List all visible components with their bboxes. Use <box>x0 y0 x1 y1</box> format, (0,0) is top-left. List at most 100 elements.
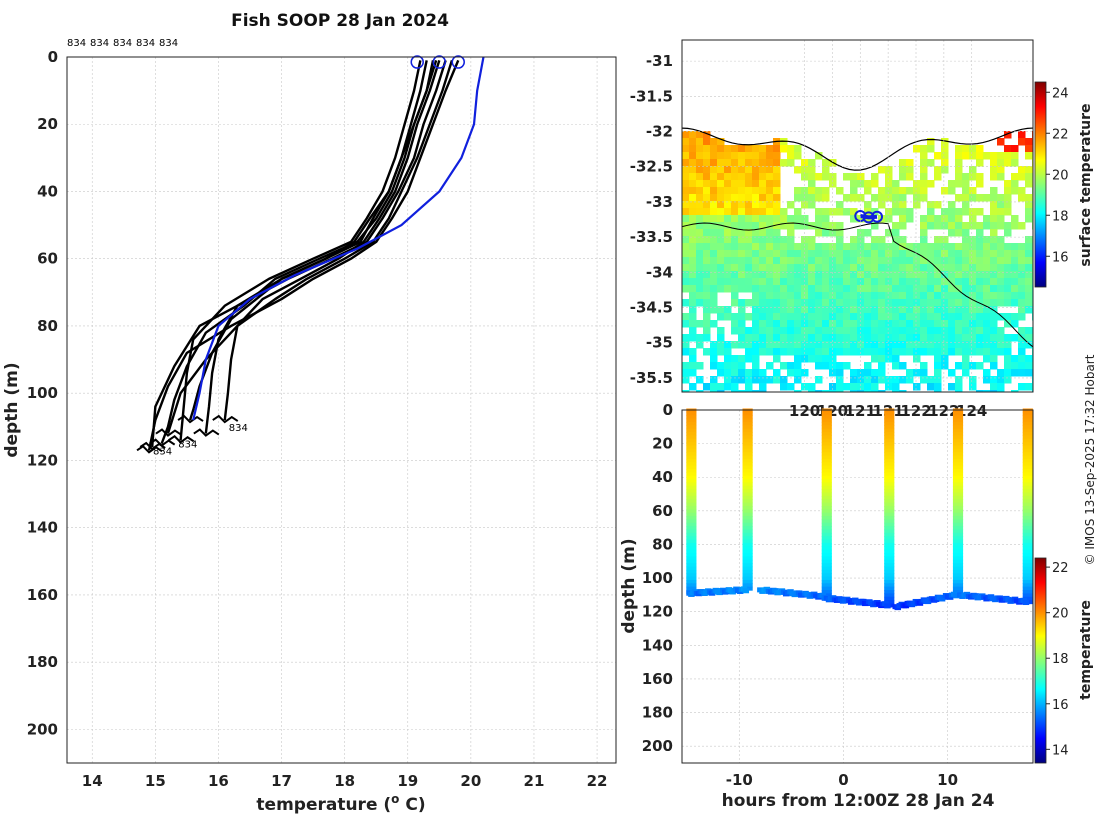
section-cast-point <box>821 489 828 494</box>
sst-cell <box>731 362 739 370</box>
sst-cell <box>955 313 963 321</box>
sst-cell <box>983 390 991 392</box>
sst-cell <box>829 306 837 314</box>
sst-cell <box>878 362 886 370</box>
section-cast-point <box>888 438 895 443</box>
sst-cell <box>948 180 956 188</box>
sst-cell <box>962 362 970 370</box>
section-cast-point <box>1026 596 1033 601</box>
sst-cell <box>731 215 739 223</box>
section-cast-point <box>825 448 832 453</box>
sst-cell <box>710 166 718 174</box>
section-cast-point <box>825 542 832 547</box>
sst-cell <box>724 313 732 321</box>
sst-cell <box>857 215 865 223</box>
sst-cell <box>962 285 970 293</box>
section-cast-point <box>742 455 749 460</box>
sst-cell <box>899 194 907 202</box>
sst-cell <box>801 187 809 195</box>
sst-cell <box>969 257 977 265</box>
section-cast-point <box>888 532 895 537</box>
sst-cell <box>738 390 746 392</box>
sst-cell <box>738 180 746 188</box>
sst-cell <box>738 369 746 377</box>
section-cast-point <box>952 479 959 484</box>
section-cast-point <box>821 536 828 541</box>
sst-cell <box>836 376 844 384</box>
sst-cell <box>829 208 837 216</box>
sst-cell <box>738 285 746 293</box>
sst-cell <box>689 264 697 272</box>
sst-cell <box>794 145 802 153</box>
sst-cell <box>822 278 830 286</box>
section-cast-point <box>1022 573 1029 578</box>
profile-end-label: 834 <box>153 446 172 457</box>
sst-cell <box>738 159 746 167</box>
sst-cell <box>871 243 879 251</box>
section-cast-point <box>825 593 832 598</box>
sst-cell <box>892 390 900 392</box>
section-cast-point <box>821 549 828 554</box>
section-cast-point <box>746 462 753 467</box>
section-cast-point <box>1026 421 1033 426</box>
sst-cell <box>1004 278 1012 286</box>
sst-cell <box>766 243 774 251</box>
section-bottom-point <box>952 593 960 599</box>
profile-end-label: 834 <box>229 423 248 434</box>
sst-cell <box>829 383 837 391</box>
sst-cell <box>941 145 949 153</box>
sst-cell <box>948 334 956 342</box>
sst-cell <box>759 187 767 195</box>
sst-cell <box>815 292 823 300</box>
sst-cell <box>927 243 935 251</box>
section-cast-point <box>888 432 895 437</box>
sst-cell <box>759 250 767 258</box>
sst-cell <box>801 320 809 328</box>
sst-cell <box>717 201 725 209</box>
sst-cell <box>927 180 935 188</box>
section-cast-point <box>821 576 828 581</box>
profile-cast-id-labels: 834 834 834 834 834 <box>67 38 178 49</box>
section-cast-point <box>957 539 964 544</box>
sst-cell <box>941 215 949 223</box>
sst-cell <box>836 362 844 370</box>
sst-cell <box>885 299 893 307</box>
section-cast-point <box>821 563 828 568</box>
sst-cell <box>808 166 816 174</box>
section-cast-point <box>957 452 964 457</box>
sst-cell <box>871 320 879 328</box>
sst-cell <box>703 348 711 356</box>
sst-cell <box>997 236 1005 244</box>
sst-cell <box>717 313 725 321</box>
sst-cell <box>689 355 697 363</box>
section-cast-point <box>1026 452 1033 457</box>
sst-cell <box>878 271 886 279</box>
sst-cell <box>815 152 823 160</box>
sst-cell <box>857 236 865 244</box>
section-cast-point <box>884 522 891 527</box>
sst-cell <box>703 131 711 139</box>
sst-cell <box>703 278 711 286</box>
section-cast-point <box>742 512 749 517</box>
section-cast-point <box>957 549 964 554</box>
sst-cell <box>787 320 795 328</box>
sst-cell <box>983 250 991 258</box>
section-cast-point <box>1022 458 1029 463</box>
sst-cell <box>829 390 837 392</box>
map-colorbar-tick-label: 24 <box>1052 86 1069 101</box>
sst-cell <box>913 194 921 202</box>
sst-cell <box>794 299 802 307</box>
section-cast-point <box>1026 458 1033 463</box>
section-cast-point <box>1022 475 1029 480</box>
sst-cell <box>696 229 704 237</box>
map-panel: 120120121121122122124-31-31.5-32-32.5-33… <box>630 39 1094 420</box>
sst-cell <box>969 145 977 153</box>
section-cast-point <box>888 485 895 490</box>
section-cast-point <box>690 455 697 460</box>
section-gridlines <box>682 409 1033 763</box>
section-cast-point <box>742 526 749 531</box>
section-cast-point <box>690 432 697 437</box>
sst-cell <box>920 145 928 153</box>
sst-cell <box>913 292 921 300</box>
section-cast-point <box>1026 553 1033 558</box>
